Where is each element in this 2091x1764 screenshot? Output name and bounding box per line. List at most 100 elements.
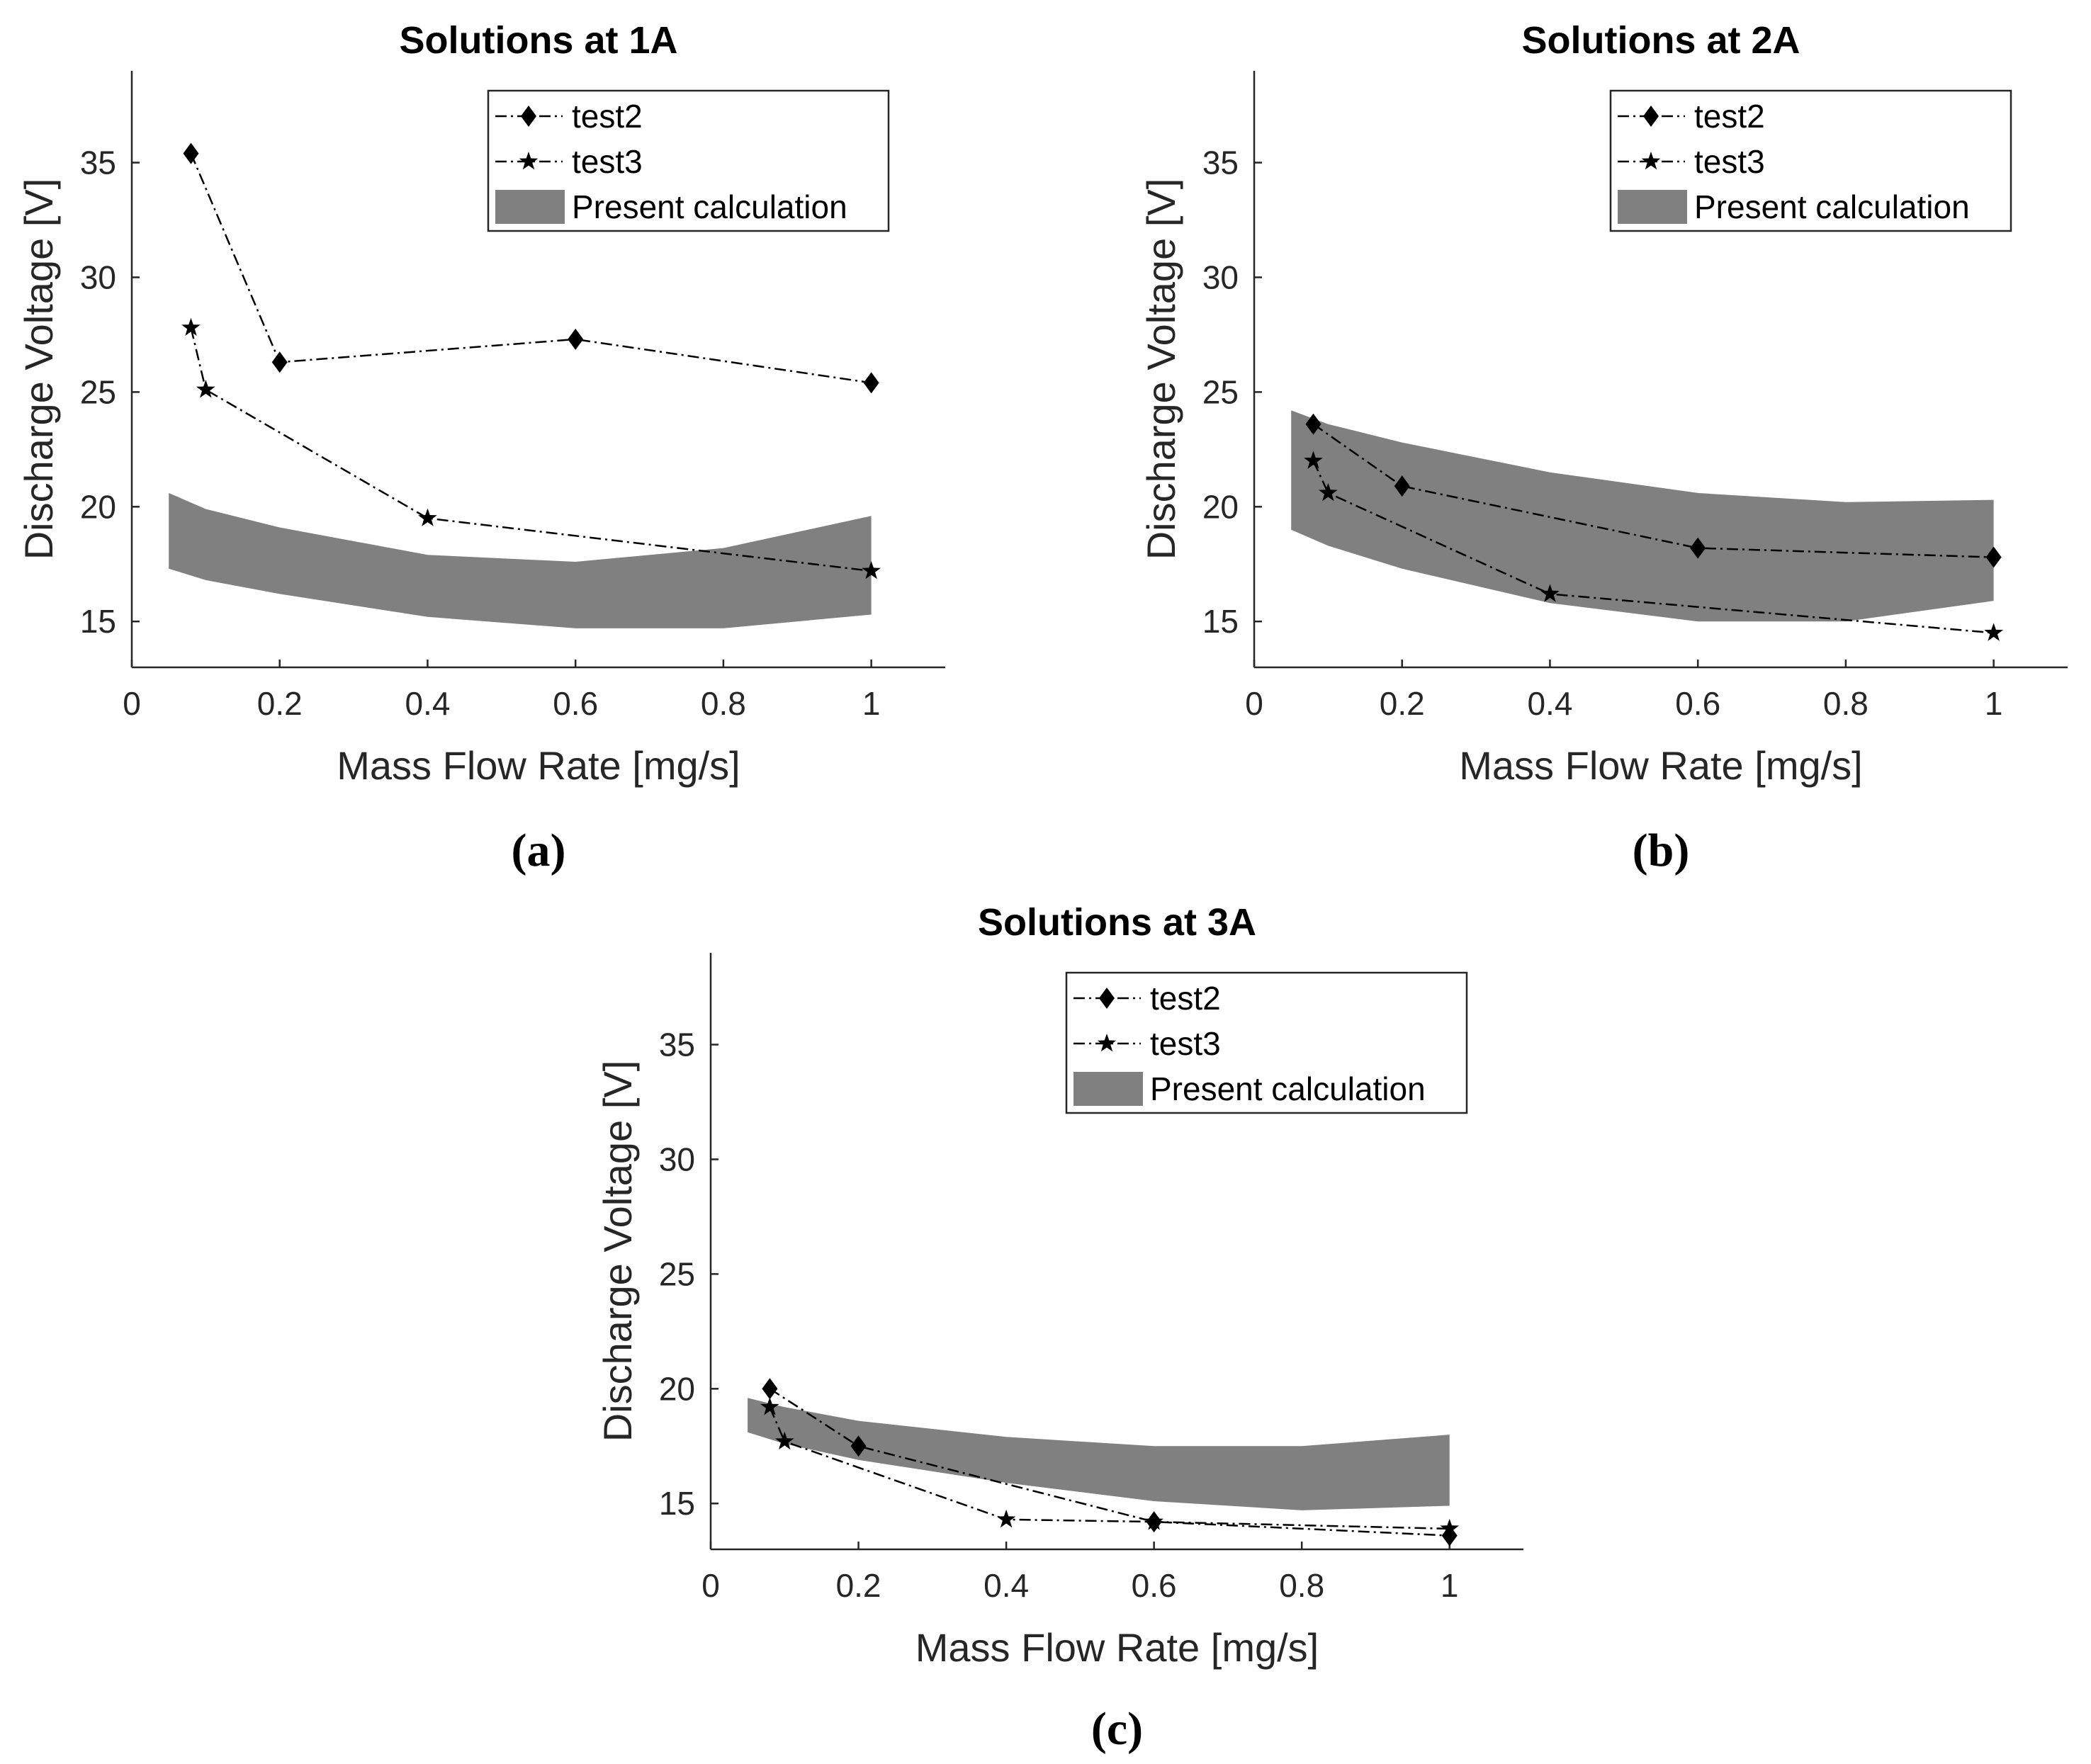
data-point-test3-c — [996, 1509, 1016, 1528]
legend-label-test3-b: test3 — [1694, 143, 1765, 180]
x-tick-label-c: 0 — [701, 1567, 720, 1604]
x-tick-label-c: 1 — [1441, 1567, 1459, 1604]
caption-b: (b) — [1633, 825, 1690, 876]
legend-b: test2 test3 Present calculation — [1609, 89, 2012, 232]
legend-label-test3-c: test3 — [1150, 1025, 1221, 1062]
x-tick-label-b: 0 — [1245, 685, 1263, 722]
legend-swatch-present-calculation-c — [1073, 1072, 1143, 1106]
x-tick-label-a: 1 — [862, 685, 881, 722]
chart-title-a: Solutions at 1A — [399, 19, 677, 62]
data-point-test2-b — [1394, 475, 1410, 497]
legend-marker-test2-a — [521, 106, 536, 127]
legend-label-test2-a: test2 — [572, 98, 643, 135]
y-tick-label-b: 15 — [1202, 603, 1239, 640]
panel-c: Solutions at 3A 0 0.2 0.4 0.6 0.8 1 15 20 25 30 35 M… — [595, 901, 1523, 1755]
legend-c: test2 test3 Present calculation — [1065, 971, 1468, 1114]
legend-label-present-calculation-c: Present calculation — [1150, 1070, 1426, 1107]
y-tick-label-b: 25 — [1202, 373, 1239, 410]
data-point-test3-a — [418, 508, 437, 526]
data-point-test3-c — [1144, 1512, 1163, 1530]
data-point-test2-c — [762, 1378, 778, 1400]
data-point-test3-a — [181, 317, 201, 336]
band-present-calculation-a — [169, 492, 872, 628]
x-tick-label-c: 0.4 — [983, 1567, 1029, 1604]
y-tick-label-c: 15 — [659, 1485, 695, 1522]
panel-b: Solutions at 2A 0 0.2 0.4 0.6 0.8 1 15 20 25 30 35 M… — [1139, 19, 2068, 876]
y-tick-label-b: 30 — [1202, 259, 1239, 295]
legend-swatch-present-calculation-a — [495, 190, 565, 224]
x-tick-label-b: 0.8 — [1823, 685, 1869, 722]
legend-marker-test3-c — [1097, 1034, 1117, 1052]
series-line-test3-a — [190, 327, 872, 572]
data-point-test2-b — [1690, 537, 1706, 559]
data-point-test3-b — [1540, 584, 1560, 602]
y-tick-label-a: 30 — [80, 259, 116, 295]
x-tick-label-c: 0.6 — [1132, 1567, 1177, 1604]
x-tick-label-a: 0.6 — [553, 685, 598, 722]
y-tick-label-c: 30 — [659, 1141, 695, 1177]
band-present-calculation-c — [748, 1398, 1450, 1510]
data-point-test3-a — [196, 380, 215, 398]
data-point-test3-b — [1984, 623, 2003, 641]
y-tick-label-a: 20 — [80, 488, 116, 525]
x-tick-label-c: 0.2 — [836, 1567, 881, 1604]
data-point-test2-b — [1305, 413, 1321, 435]
series-line-test2-b — [1312, 423, 1994, 558]
caption-a: (a) — [512, 825, 566, 876]
y-tick-label-c: 25 — [659, 1255, 695, 1292]
panel-a: Solutions at 1A 0 0.2 0.4 0.6 0.8 1 15 20 25 30 35 M… — [16, 19, 945, 876]
legend-label-test2-b: test2 — [1694, 98, 1765, 135]
y-axis-label-c: Discharge Voltage [V] — [595, 1061, 640, 1442]
data-point-test3-b — [1319, 482, 1338, 502]
chart-title-b: Solutions at 2A — [1521, 19, 1800, 62]
band-present-calculation-b — [1291, 410, 1994, 622]
legend-label-test3-a: test3 — [572, 143, 643, 180]
x-tick-label-a: 0.8 — [701, 685, 746, 722]
legend-marker-test2-c — [1099, 988, 1115, 1009]
caption-c: (c) — [1091, 1703, 1143, 1755]
series-line-test2-a — [190, 153, 872, 384]
x-axis-label-c: Mass Flow Rate [mg/s] — [915, 1625, 1319, 1670]
data-point-test3-a — [862, 561, 881, 579]
x-tick-label-a: 0 — [123, 685, 141, 722]
data-point-test2-b — [1985, 546, 2002, 568]
y-tick-label-a: 25 — [80, 373, 116, 410]
y-axis-label-a: Discharge Voltage [V] — [16, 179, 61, 560]
legend-label-test2-c: test2 — [1150, 980, 1221, 1017]
series-line-test3-b — [1312, 460, 1994, 634]
x-tick-label-a: 0.2 — [257, 685, 303, 722]
x-tick-label-b: 0.6 — [1675, 685, 1720, 722]
data-point-test3-c — [760, 1397, 779, 1415]
x-axis-label-a: Mass Flow Rate [mg/s] — [337, 743, 740, 788]
y-axis-label-b: Discharge Voltage [V] — [1139, 179, 1183, 560]
y-tick-label-a: 15 — [80, 603, 116, 640]
legend-label-present-calculation-b: Present calculation — [1694, 188, 1970, 225]
chart-title-c: Solutions at 3A — [978, 901, 1256, 944]
legend-marker-test3-b — [1641, 152, 1661, 170]
y-tick-label-b: 35 — [1202, 145, 1239, 181]
data-point-test2-a — [183, 142, 199, 164]
data-point-test3-c — [1440, 1518, 1459, 1537]
y-tick-label-c: 35 — [659, 1027, 695, 1063]
x-axis-label-b: Mass Flow Rate [mg/s] — [1459, 743, 1862, 788]
legend-label-present-calculation-a: Present calculation — [572, 188, 847, 225]
x-tick-label-b: 0.2 — [1380, 685, 1425, 722]
x-tick-label-c: 0.8 — [1279, 1567, 1324, 1604]
y-tick-label-c: 20 — [659, 1370, 695, 1407]
data-point-test2-a — [568, 328, 584, 350]
y-tick-label-b: 20 — [1202, 488, 1239, 525]
data-point-test3-c — [775, 1431, 794, 1450]
x-tick-label-b: 0.4 — [1527, 685, 1572, 722]
legend-swatch-present-calculation-b — [1618, 190, 1687, 224]
legend-marker-test3-a — [519, 152, 539, 170]
legend-a: test2 test3 Present calculation — [487, 89, 890, 232]
series-line-test2-c — [769, 1388, 1450, 1537]
legend-marker-test2-b — [1643, 106, 1659, 127]
x-tick-label-a: 0.4 — [405, 685, 450, 722]
y-tick-label-a: 35 — [80, 145, 116, 181]
x-tick-label-b: 1 — [1985, 685, 2003, 722]
data-point-test2-a — [271, 351, 288, 373]
data-point-test2-a — [863, 372, 879, 394]
data-point-test2-c — [850, 1435, 867, 1457]
